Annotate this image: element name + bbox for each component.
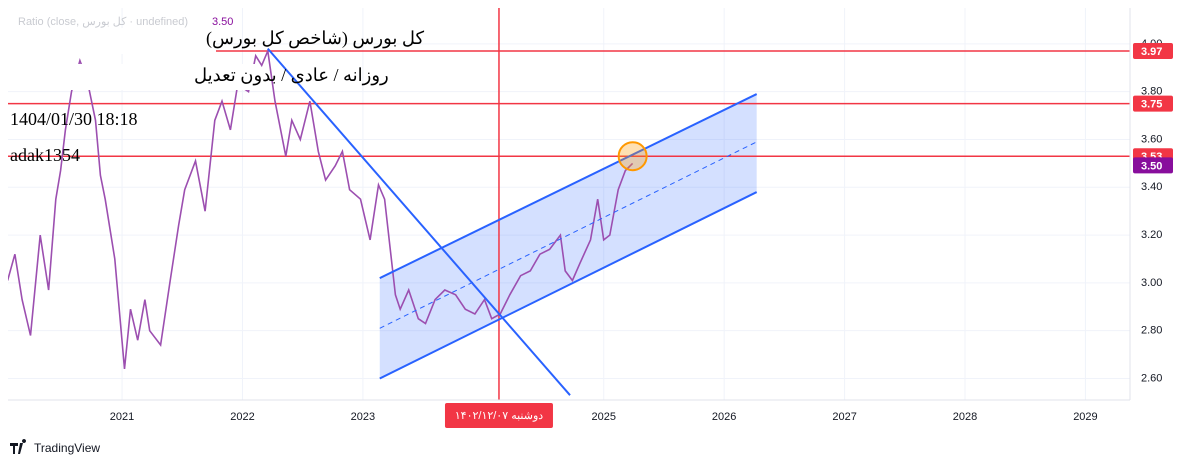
series-line xyxy=(8,48,634,369)
date-label: دوشنبه ۱۴۰۲/۱۲/۰۷ xyxy=(455,410,544,422)
info-line: کل بورس (شاخص کل بورس) xyxy=(206,28,425,49)
legend-layer: Ratio (close, کل بورس · undefined) 3.50 … xyxy=(8,16,425,165)
y-tick-label: 2.80 xyxy=(1141,325,1162,337)
trendline xyxy=(267,47,571,396)
channel-middle xyxy=(379,141,757,329)
logo-icon xyxy=(10,439,27,454)
channel-fill xyxy=(379,94,757,379)
x-tick-label: 2026 xyxy=(712,411,736,423)
price-label-bg xyxy=(1133,95,1173,112)
price-label: 3.75 xyxy=(1141,99,1162,111)
price-label: 3.97 xyxy=(1141,46,1162,58)
legend-series: Ratio (close, کل بورس · undefined) xyxy=(18,16,188,28)
last-price-label: 3.50 xyxy=(1141,160,1162,172)
x-tick-label: 2025 xyxy=(592,411,616,423)
x-tick-label: 2021 xyxy=(110,411,134,423)
price-label-bg xyxy=(1133,43,1173,60)
highlight-circle xyxy=(617,141,648,172)
info-bg xyxy=(8,28,216,54)
date-label-bg xyxy=(444,403,553,428)
channel-upper xyxy=(379,93,758,279)
y-tick-label: 3.00 xyxy=(1141,277,1162,289)
footer-brand: TradingView xyxy=(34,441,100,455)
legend-value: 3.50 xyxy=(212,16,233,28)
x-tick-label: 2023 xyxy=(351,411,375,423)
channel-lower xyxy=(379,191,758,380)
footer-logo: TradingView xyxy=(10,439,100,455)
axis-layer: 2.602.803.003.203.403.603.804.0020212022… xyxy=(110,38,1173,428)
y-tick-label: 3.40 xyxy=(1141,181,1162,193)
y-tick-label: 3.80 xyxy=(1141,86,1162,98)
last-price-bg xyxy=(1133,157,1173,174)
info-line: 1404/01/30 18:18 xyxy=(10,109,138,129)
x-tick-label: 2027 xyxy=(832,411,856,423)
info-line: روزانه / عادی / بدون تعدیل xyxy=(194,65,389,86)
x-tick-label: 2029 xyxy=(1073,411,1097,423)
y-tick-label: 2.60 xyxy=(1141,372,1162,384)
x-tick-label: 2028 xyxy=(953,411,977,423)
y-tick-label: 3.20 xyxy=(1141,229,1162,241)
y-tick-label: 3.60 xyxy=(1141,133,1162,145)
info-bg xyxy=(8,64,258,90)
info-line: adak1354 xyxy=(10,145,80,165)
x-tick-label: 2022 xyxy=(230,411,254,423)
